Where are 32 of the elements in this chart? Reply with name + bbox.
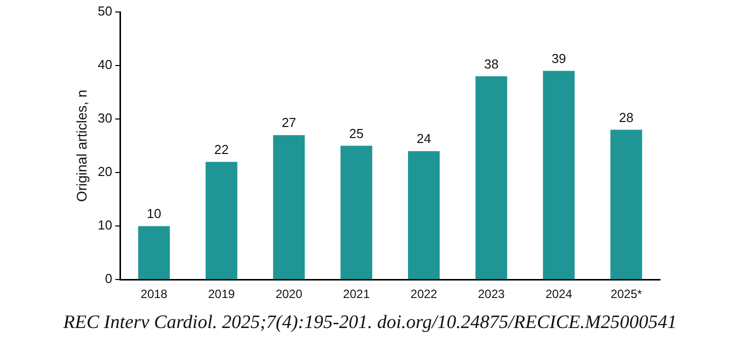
data-label: 24: [416, 131, 432, 146]
bar: [273, 135, 305, 280]
bar: [542, 70, 575, 280]
data-label: 10: [146, 206, 162, 222]
bar: [408, 151, 440, 280]
text: REC Interv Cardiol. 2025;7(4):195-201. doi.org/10.24875/RECICE.M25000541: [62, 312, 678, 334]
bar: [475, 76, 508, 280]
bar: [206, 162, 238, 280]
y-axis-title: Original articles, n: [73, 90, 90, 202]
bar: [340, 146, 372, 280]
x-tick-label: 2023: [478, 287, 505, 302]
data-label: 22: [214, 142, 229, 157]
x-tick-label: 2024: [545, 287, 572, 302]
data-label: 39: [552, 50, 566, 66]
bar: [610, 130, 642, 280]
x-tick-label: 2018: [140, 287, 168, 302]
x-tick-label: 2020: [276, 287, 303, 302]
data-label: 27: [282, 115, 296, 130]
x-tick-label: 2019: [208, 287, 236, 302]
x-tick-label: 2022: [410, 287, 438, 302]
y-tick-label: 40: [98, 57, 112, 72]
bar: [138, 226, 170, 280]
y-tick-label: 30: [98, 110, 112, 126]
data-label: 38: [484, 56, 499, 72]
x-tick-label: 2021: [343, 287, 370, 302]
x-tick-label: 2025*: [610, 287, 642, 302]
y-tick-label: 0: [105, 271, 112, 286]
y-tick-label: 10: [98, 218, 112, 233]
y-tick-label: 20: [98, 164, 112, 180]
y-tick-label: 50: [98, 4, 112, 19]
data-label: 28: [619, 110, 634, 125]
data-label: 25: [349, 126, 364, 141]
